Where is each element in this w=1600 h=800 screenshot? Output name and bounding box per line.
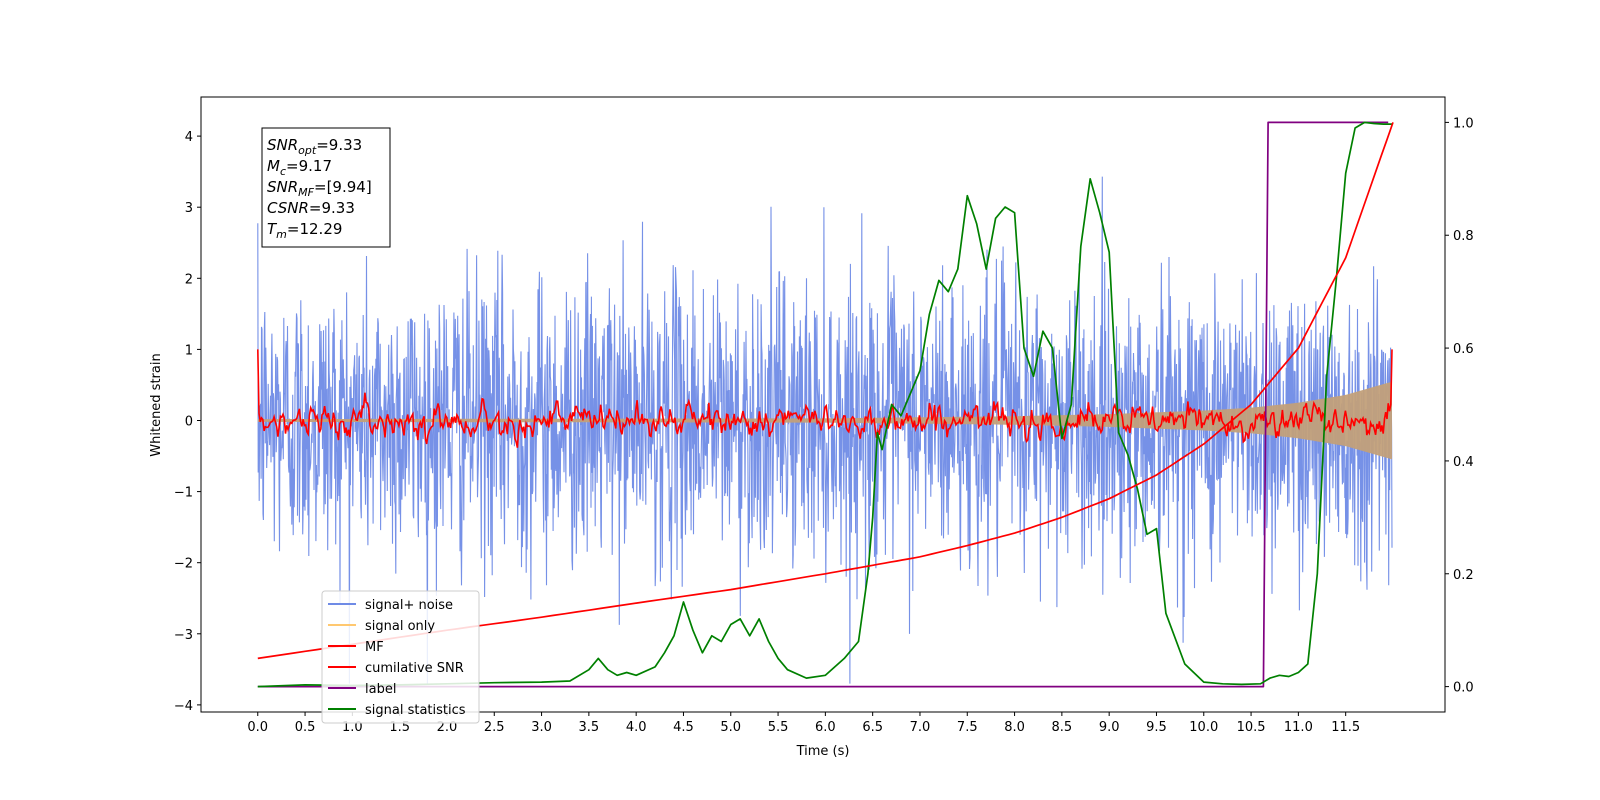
x-tick-label: 0.5	[295, 720, 316, 735]
x-tick-label: 6.0	[815, 720, 836, 735]
y2-tick-label: 0.2	[1453, 568, 1474, 583]
legend-frame	[321, 590, 480, 724]
x-tick-label: 11.5	[1331, 720, 1360, 735]
legend: signal+ noise signal only MF cumilative SNR…	[321, 590, 480, 724]
y-tick-label: −2	[174, 557, 193, 572]
x-tick-label: 4.0	[626, 720, 647, 735]
label-line	[257, 121, 1389, 688]
y2-tick-label: 0.8	[1453, 229, 1474, 244]
x-tick-label: 7.5	[957, 720, 978, 735]
x-axis-title: Time (s)	[796, 744, 850, 759]
y-axis-title: Whitened strain	[149, 353, 164, 456]
x-tick-label: 2.0	[437, 720, 458, 735]
annotation-line: Mc=9.17	[267, 157, 332, 178]
signal-statistics-line	[257, 121, 1393, 688]
annotation-line: Tm=12.29	[267, 220, 342, 241]
x-tick-label: 6.5	[862, 720, 883, 735]
y-axis-left: 4 3 2 1 0 −1 −2 −3 −4	[174, 130, 201, 714]
y-tick-label: −4	[174, 699, 193, 714]
legend-label: signal+ noise	[365, 598, 453, 613]
legend-label: signal only	[365, 619, 435, 634]
y-tick-label: 2	[185, 272, 193, 287]
plot-frame	[200, 96, 1446, 713]
x-tick-label: 10.0	[1189, 720, 1218, 735]
y2-tick-label: 0.6	[1453, 342, 1474, 357]
annotation-line: CSNR=9.33	[267, 199, 355, 217]
x-tick-label: 5.5	[768, 720, 789, 735]
annotation-frame	[261, 127, 391, 248]
x-axis: 0.0 0.5 1.0 1.5 2.0 2.5 3.0 3.5 4.0 4.5 5.0 5.5 6.0 6…	[247, 712, 1360, 735]
y-tick-label: 3	[185, 201, 193, 216]
annotation-line: SNRMF=[9.94]	[267, 178, 372, 199]
x-tick-label: 8.5	[1052, 720, 1073, 735]
legend-label: cumilative SNR	[365, 661, 464, 676]
y2-tick-label: 0.0	[1453, 681, 1474, 696]
legend-label: signal statistics	[365, 703, 466, 718]
x-tick-label: 5.0	[720, 720, 741, 735]
cumulative-snr-line	[257, 122, 1394, 660]
x-tick-label: 1.0	[342, 720, 363, 735]
x-tick-label: 2.5	[484, 720, 505, 735]
x-tick-label: 9.0	[1099, 720, 1120, 735]
legend-label: MF	[365, 640, 384, 655]
y2-tick-label: 0.4	[1453, 455, 1474, 470]
x-tick-label: 9.5	[1146, 720, 1167, 735]
x-tick-label: 4.5	[673, 720, 694, 735]
x-tick-label: 7.0	[910, 720, 931, 735]
y-tick-label: −1	[174, 486, 193, 501]
x-tick-label: 3.0	[531, 720, 552, 735]
x-tick-label: 8.0	[1004, 720, 1025, 735]
annotation-line: SNRopt=9.33	[267, 136, 362, 157]
x-tick-label: 11.0	[1284, 720, 1313, 735]
x-tick-label: 3.5	[579, 720, 600, 735]
signal-only-band	[257, 381, 1392, 460]
signal-noise-line	[257, 176, 1393, 684]
y-axis-right: 1.0 0.8 0.6 0.4 0.2 0.0	[1445, 116, 1474, 696]
x-tick-label: 1.5	[389, 720, 410, 735]
x-tick-label: 10.5	[1237, 720, 1266, 735]
mf-line	[257, 349, 1393, 448]
y-tick-label: 4	[185, 130, 193, 145]
legend-label: label	[365, 682, 396, 697]
x-tick-label: 0.0	[247, 720, 268, 735]
y-tick-label: −3	[174, 628, 193, 643]
y-tick-label: 0	[185, 414, 193, 429]
y-tick-label: 1	[185, 343, 193, 358]
y2-tick-label: 1.0	[1453, 116, 1474, 131]
series-layer	[257, 121, 1394, 688]
